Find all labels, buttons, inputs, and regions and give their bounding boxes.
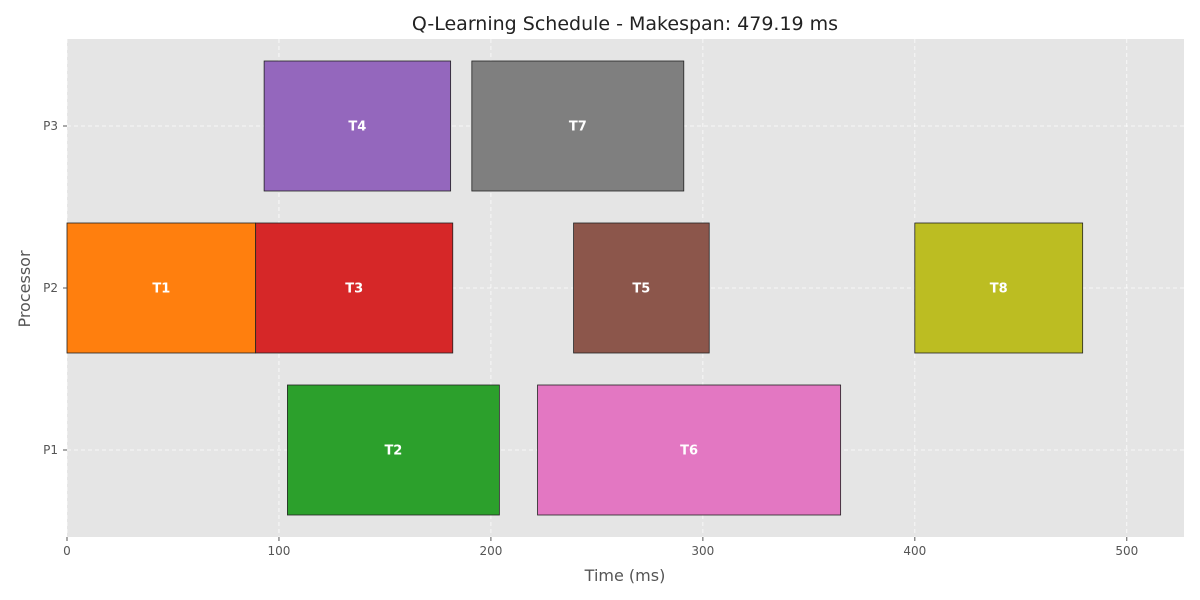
task-label-t8: T8 <box>990 282 1008 297</box>
chart-title: Q-Learning Schedule - Makespan: 479.19 m… <box>412 13 838 35</box>
x-tick-label: 500 <box>1115 544 1138 558</box>
x-tick-label: 0 <box>63 544 71 558</box>
y-axis-title: Processor <box>15 250 34 327</box>
task-label-t4: T4 <box>348 120 366 135</box>
task-label-t5: T5 <box>632 282 650 297</box>
task-bar-t3 <box>255 222 454 354</box>
x-axis-title: Time (ms) <box>584 566 666 585</box>
y-tick-label: P3 <box>43 119 58 133</box>
bar-layer: T1 T3 T5 T8 T4 T7 T2 T6 <box>66 60 1084 516</box>
task-bar-t7 <box>471 60 685 192</box>
task-bar-t4 <box>263 60 452 192</box>
y-tick-label: P2 <box>43 281 58 295</box>
x-tick-label: 100 <box>268 544 291 558</box>
task-label-t7: T7 <box>569 120 587 135</box>
task-label-t6: T6 <box>680 444 698 459</box>
task-bar-t6 <box>537 384 842 516</box>
task-bar-t8 <box>914 222 1084 354</box>
task-bar-t5 <box>573 222 710 354</box>
x-tick-label: 200 <box>479 544 502 558</box>
tick-layer: 0 100 200 300 400 500 P1 P2 P3 <box>43 119 1138 558</box>
task-label-t1: T1 <box>152 282 170 297</box>
task-bar-t2 <box>287 384 500 516</box>
task-bar-t1 <box>66 222 257 354</box>
task-label-t3: T3 <box>345 282 363 297</box>
y-tick-label: P1 <box>43 443 58 457</box>
x-tick-label: 400 <box>903 544 926 558</box>
x-tick-label: 300 <box>691 544 714 558</box>
task-label-t2: T2 <box>384 444 402 459</box>
